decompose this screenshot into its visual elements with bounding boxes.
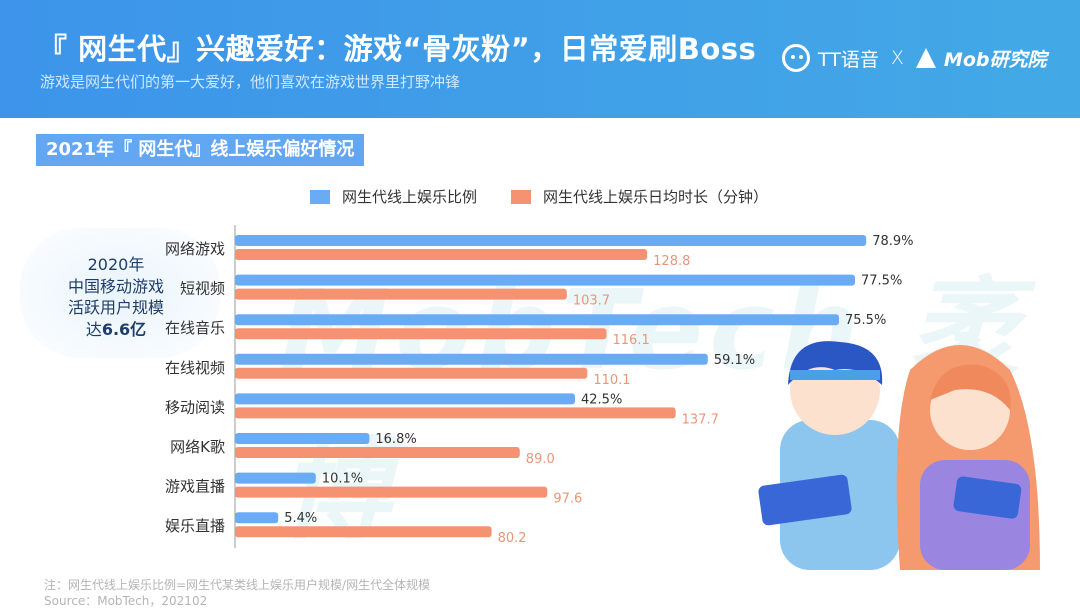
bar-duration <box>235 407 676 419</box>
bar-duration <box>235 288 567 300</box>
mob-logo-text: Mob研究院 <box>943 48 1047 71</box>
bar-ratio <box>235 472 316 484</box>
data-label: 97.6 <box>553 492 582 507</box>
legend-swatch-orange <box>511 190 532 204</box>
chart-legend: 网生代线上娱乐比例 网生代线上娱乐日均时长（分钟） <box>310 186 768 207</box>
bar-ratio <box>235 235 867 246</box>
side-note: 2020年 中国移动游戏 活跃用户规模 达6.6亿 <box>45 254 187 340</box>
bar-ratio <box>235 512 279 524</box>
data-label: 137.7 <box>682 412 719 427</box>
mob-logo-icon <box>915 48 936 68</box>
bar-ratio <box>235 274 855 286</box>
footnote-note: 注：网生代线上娱乐比例=网生代某类线上娱乐用户规模/网生代全体规模 <box>44 578 431 592</box>
data-label: 103.7 <box>573 294 610 309</box>
girl-illustration <box>896 345 1040 570</box>
bar-ratio <box>235 433 370 444</box>
header-banner: 『 网生代』兴趣爱好：游戏“骨灰粉”，日常爱刷Boss 游戏是网生代们的第一大爱… <box>0 0 1080 118</box>
data-label: 10.1% <box>322 472 363 487</box>
tt-logo-icon <box>782 44 810 72</box>
category-label: 网络游戏 <box>165 240 225 258</box>
legend-swatch-blue <box>310 190 330 204</box>
legend-item-duration: 网生代线上娱乐日均时长（分钟） <box>511 186 768 207</box>
category-label: 在线视频 <box>165 359 225 377</box>
category-label: 娱乐直播 <box>165 517 225 535</box>
data-label: 110.1 <box>593 373 630 388</box>
data-label: 5.4% <box>284 511 317 526</box>
data-label: 77.5% <box>861 274 902 289</box>
legend-label: 网生代线上娱乐日均时长（分钟） <box>543 188 769 206</box>
section-title: 2021年『 网生代』线上娱乐偏好情况 <box>36 134 365 166</box>
data-label: 128.8 <box>653 254 690 269</box>
data-label: 116.1 <box>613 333 650 348</box>
data-label: 16.8% <box>375 432 416 447</box>
side-note-line: 达6.6亿 <box>45 319 187 341</box>
side-note-bubble <box>20 228 220 358</box>
footnote: 注：网生代线上娱乐比例=网生代某类线上娱乐用户规模/网生代全体规模 Source… <box>44 577 430 609</box>
category-label: 游戏直播 <box>165 478 225 496</box>
bar-duration <box>235 328 607 340</box>
page-title: 『 网生代』兴趣爱好：游戏“骨灰粉”，日常爱刷Boss <box>38 32 757 66</box>
tt-logo-text: TT语音 <box>818 48 879 71</box>
category-label: 短视频 <box>180 280 225 298</box>
boy-illustration <box>758 341 900 570</box>
side-note-line: 活跃用户规模 <box>67 298 164 317</box>
data-label: 42.5% <box>581 392 622 407</box>
logos: TT语音 X Mob研究院 <box>782 44 1046 72</box>
data-label: 59.1% <box>714 353 755 368</box>
logo-separator: X <box>890 47 904 69</box>
data-label: 89.0 <box>526 452 555 467</box>
bar-ratio <box>235 353 708 365</box>
side-note-value: 6.6亿 <box>101 319 147 339</box>
bar-duration <box>235 486 548 498</box>
side-note-line: 2020年 <box>87 255 145 274</box>
category-label: 网络K歌 <box>170 438 225 456</box>
footnote-source: Source：MobTech，202102 <box>44 594 208 608</box>
bar-duration <box>235 367 588 379</box>
bar-duration <box>235 526 492 538</box>
bar-ratio <box>235 314 839 326</box>
legend-item-ratio: 网生代线上娱乐比例 <box>310 186 477 207</box>
side-note-line: 中国移动游戏 <box>67 276 164 296</box>
page-subtitle: 游戏是网生代们的第一大爱好，他们喜欢在游戏世界里打野冲锋 <box>40 73 461 91</box>
characters-illustration <box>758 341 1040 570</box>
data-label: 78.9% <box>872 234 913 249</box>
bar-ratio <box>235 393 575 405</box>
category-label: 移动阅读 <box>165 398 225 416</box>
category-label: 在线音乐 <box>165 319 225 337</box>
data-label: 75.5% <box>845 313 886 328</box>
bar-duration <box>235 447 520 458</box>
legend-label: 网生代线上娱乐比例 <box>342 188 478 206</box>
data-label: 80.2 <box>498 531 527 546</box>
side-note-prefix: 达 <box>85 319 102 339</box>
bar-duration <box>235 249 648 260</box>
